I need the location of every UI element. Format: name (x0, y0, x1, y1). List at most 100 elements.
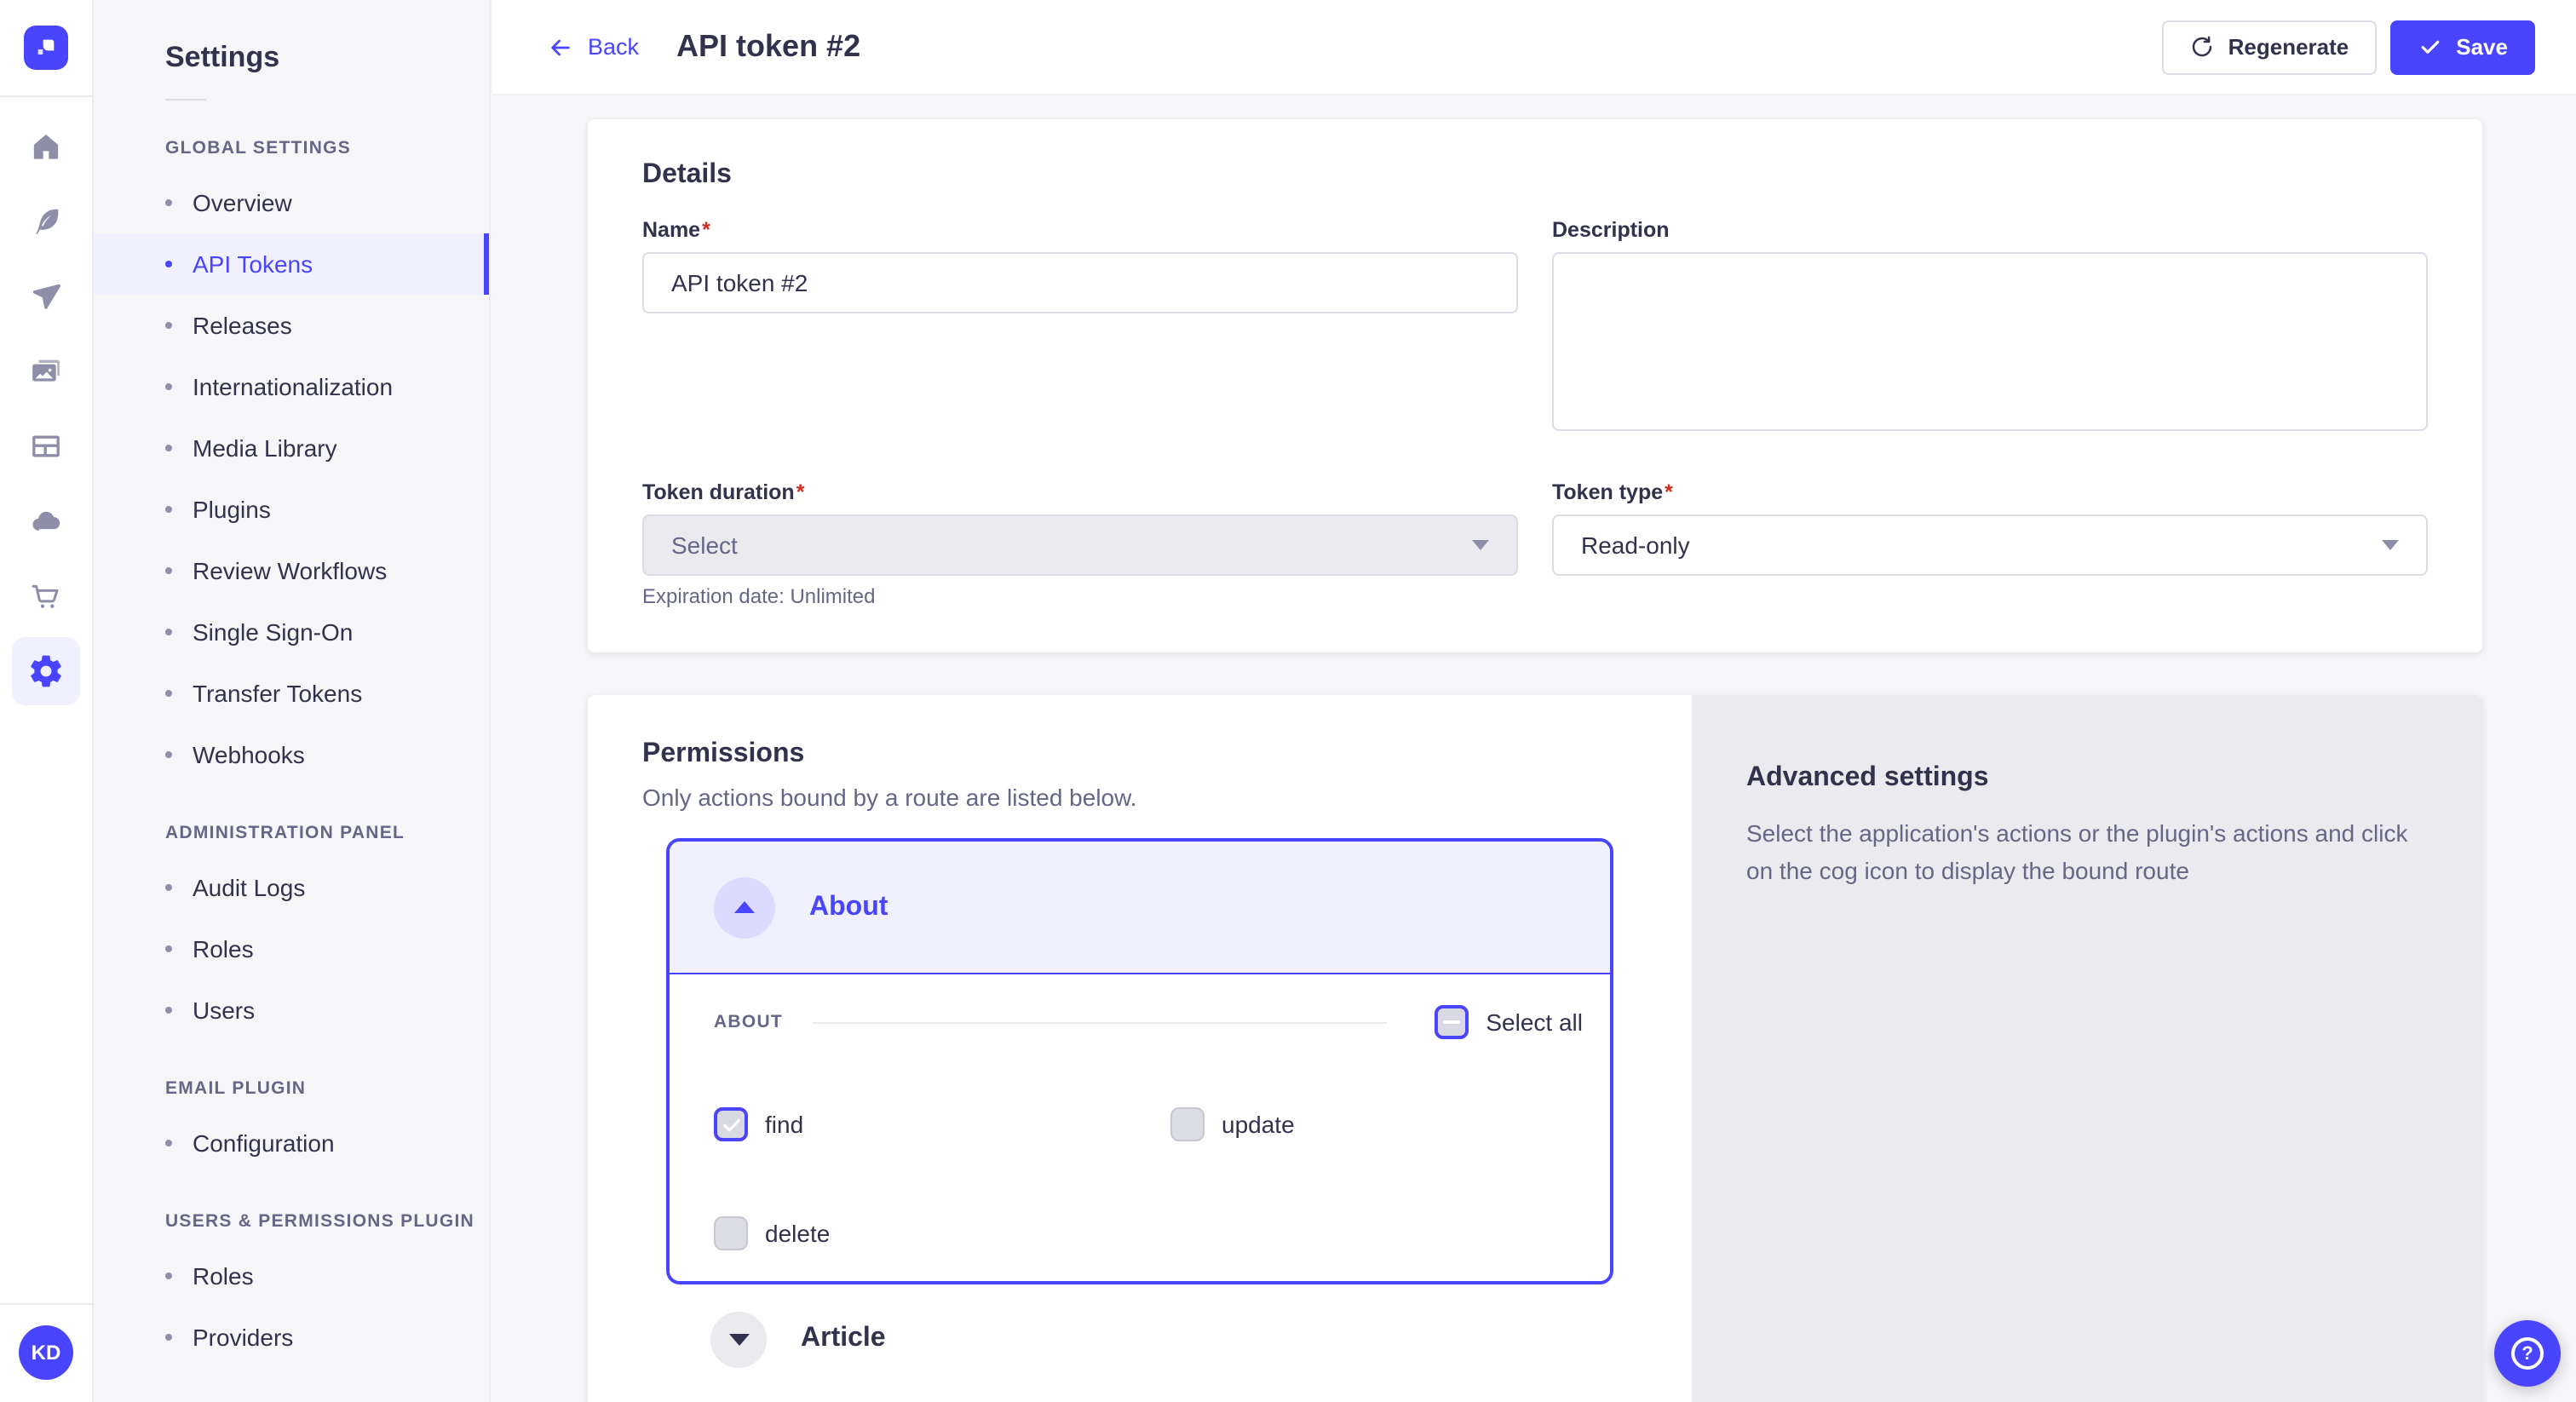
main-area: Back API token #2 Regenerate Save Detail… (492, 0, 2576, 1402)
sidebar-item-label: Single Sign-On (193, 618, 354, 646)
rail-footer-divider (0, 1303, 93, 1305)
sidebar-item-label: Webhooks (193, 741, 305, 768)
token-duration-label: Token duration * (642, 480, 1518, 504)
strapi-logo[interactable] (24, 26, 68, 70)
sidebar-item-up-roles[interactable]: Roles (94, 1245, 489, 1307)
page-content: Details Name* Description Token duration… (492, 95, 2576, 1402)
paper-plane-icon[interactable] (29, 279, 63, 313)
home-icon[interactable] (29, 129, 63, 164)
action-row-update: update (1170, 1107, 1583, 1141)
cart-icon[interactable] (29, 579, 63, 613)
sidebar-item-media-library[interactable]: Media Library (94, 417, 489, 479)
sidebar-item-admin-roles[interactable]: Roles (94, 918, 489, 980)
sidebar-item-email-configuration[interactable]: Configuration (94, 1112, 489, 1174)
user-avatar[interactable]: KD (19, 1325, 73, 1380)
required-asterisk: * (796, 480, 805, 504)
update-checkbox[interactable] (1170, 1107, 1205, 1141)
section-label-users-permissions-plugin: USERS & PERMISSIONS PLUGIN (165, 1211, 474, 1232)
token-type-label: Token type * (1552, 480, 2428, 504)
expiration-helper: Expiration date: Unlimited (642, 584, 876, 608)
sidebar-item-audit-logs[interactable]: Audit Logs (94, 857, 489, 918)
sidebar-item-transfer-tokens[interactable]: Transfer Tokens (94, 663, 489, 724)
advanced-settings-description: Select the application's actions or the … (1746, 819, 2408, 884)
accordion-about-body: ABOUT Select all (670, 974, 1610, 1281)
find-label: find (765, 1111, 804, 1138)
advanced-settings-panel: Advanced settings Select the application… (1692, 695, 2482, 1402)
token-duration-select[interactable]: Select (642, 514, 1518, 576)
advanced-settings-heading: Advanced settings (1746, 763, 1989, 792)
save-button[interactable]: Save (2389, 20, 2535, 74)
name-field-group: Name * (642, 218, 1518, 440)
about-subsection-row: ABOUT Select all (714, 1002, 1583, 1043)
about-actions-grid: find update delete (714, 1107, 1583, 1250)
layout-icon[interactable] (29, 429, 63, 463)
strapi-logo-icon (37, 39, 55, 55)
settings-gear-icon[interactable] (12, 637, 80, 705)
sidebar-item-overview[interactable]: Overview (94, 172, 489, 233)
arrow-left-icon (551, 38, 570, 55)
token-type-field-group: Token type * Read-only (1552, 480, 2428, 608)
help-button[interactable]: ? (2494, 1320, 2561, 1387)
accordion-article-header[interactable]: Article (666, 1301, 1613, 1376)
chevron-down-icon (2382, 540, 2399, 550)
section-label-email-plugin: EMAIL PLUGIN (165, 1078, 307, 1099)
name-input[interactable] (642, 252, 1518, 313)
indeterminate-dash-icon (1443, 1020, 1461, 1025)
feather-icon[interactable] (29, 204, 63, 238)
sidebar-item-label: Releases (193, 312, 292, 339)
sidebar-item-single-sign-on[interactable]: Single Sign-On (94, 601, 489, 663)
bullet-dot (165, 322, 172, 329)
regenerate-button[interactable]: Regenerate (2161, 20, 2377, 74)
sidebar-item-label: Roles (193, 1262, 254, 1290)
bullet-dot (165, 945, 172, 952)
collapse-toggle-button[interactable] (714, 876, 775, 938)
nav-rail: KD (0, 0, 94, 1402)
section-label-global-settings: GLOBAL SETTINGS (165, 138, 352, 158)
check-icon (717, 1111, 745, 1138)
accordion-about-header[interactable]: About (670, 842, 1610, 974)
rail-divider (0, 95, 93, 97)
description-textarea[interactable] (1552, 252, 2428, 431)
bullet-dot (165, 445, 172, 451)
sidebar-item-label: API Tokens (193, 250, 313, 278)
permissions-subtitle: Only actions bound by a route are listed… (642, 784, 1137, 811)
token-type-value: Read-only (1581, 531, 1690, 559)
sidebar-item-webhooks[interactable]: Webhooks (94, 724, 489, 785)
bullet-dot (165, 383, 172, 390)
back-button[interactable]: Back (547, 33, 639, 60)
bullet-dot (165, 1140, 172, 1146)
bullet-dot (165, 751, 172, 758)
token-type-select[interactable]: Read-only (1552, 514, 2428, 576)
sidebar-title-divider (165, 99, 206, 101)
sidebar-item-releases[interactable]: Releases (94, 295, 489, 356)
token-type-label-text: Token type (1552, 480, 1664, 504)
chevron-down-icon (728, 1333, 749, 1345)
bullet-dot (165, 1273, 172, 1279)
chevron-down-icon (1472, 540, 1489, 550)
select-all-checkbox[interactable] (1435, 1005, 1469, 1039)
sidebar-item-api-tokens[interactable]: API Tokens (94, 233, 489, 295)
bullet-dot (165, 261, 172, 267)
find-checkbox[interactable] (714, 1107, 748, 1141)
accordion-article-title: Article (801, 1324, 886, 1353)
about-subsection-label: ABOUT (714, 1012, 783, 1032)
sidebar-item-review-workflows[interactable]: Review Workflows (94, 540, 489, 601)
cloud-icon[interactable] (29, 504, 63, 538)
header-actions: Regenerate Save (2161, 20, 2535, 74)
sidebar-item-admin-users[interactable]: Users (94, 980, 489, 1041)
delete-checkbox[interactable] (714, 1216, 748, 1250)
refresh-icon (2192, 36, 2211, 57)
sidebar-item-label: Media Library (193, 434, 337, 462)
accordion-about-title: About (809, 892, 888, 921)
media-library-icon[interactable] (29, 354, 63, 388)
chevron-up-icon (734, 901, 755, 913)
bullet-dot (165, 884, 172, 891)
sidebar-item-up-providers[interactable]: Providers (94, 1307, 489, 1368)
token-duration-label-text: Token duration (642, 480, 795, 504)
sidebar-item-internationalization[interactable]: Internationalization (94, 356, 489, 417)
question-mark-icon: ? (2511, 1337, 2544, 1370)
sidebar-item-plugins[interactable]: Plugins (94, 479, 489, 540)
details-fields: Name* Description Token duration* Select (642, 218, 2428, 608)
expand-toggle-button[interactable] (710, 1311, 767, 1367)
